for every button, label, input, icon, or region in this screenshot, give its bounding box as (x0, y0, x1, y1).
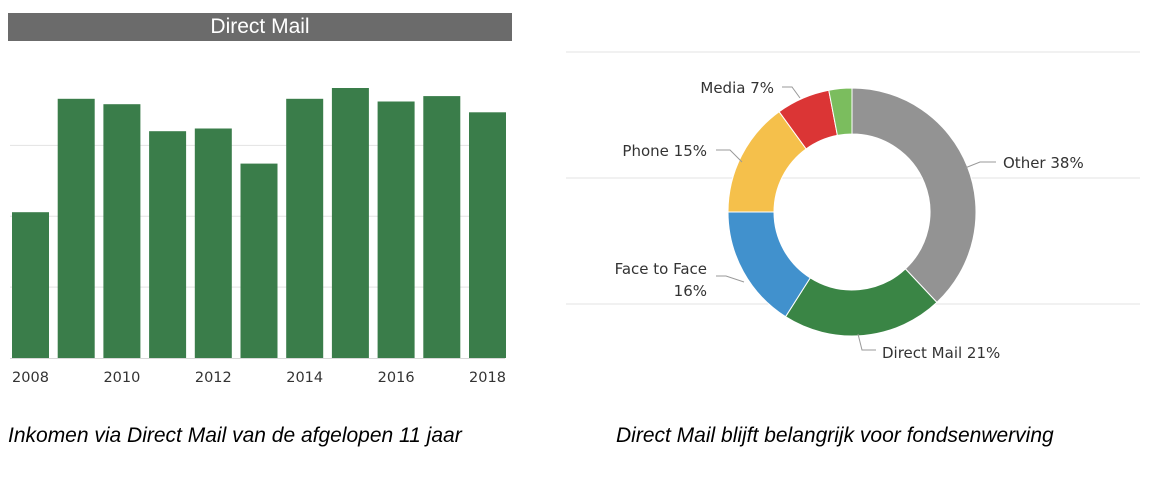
slice-label-face-to-face: Face to Face (615, 260, 707, 278)
x-tick-label: 2016 (378, 370, 415, 386)
x-tick-label: 2012 (195, 370, 232, 386)
bar-2011 (149, 131, 187, 358)
donut-chart-caption: Direct Mail blijft belangrijk voor fonds… (616, 424, 1054, 447)
bar-2013 (240, 163, 278, 358)
bar-chart-panel: 2008 2010 2012 2014 2016 2018 Direct Mail (0, 0, 520, 400)
leader-line-direct-mail (857, 333, 876, 351)
x-tick-label: 2010 (103, 370, 140, 386)
bar-2017 (423, 96, 461, 358)
slice-label-face-to-face-pct: 16% (674, 282, 707, 300)
bar-chart: 2008 2010 2012 2014 2016 2018 (10, 88, 506, 386)
bar-2009 (57, 98, 95, 359)
leader-line-phone (716, 149, 743, 163)
x-tick-label: 2018 (469, 370, 506, 386)
bar-2008 (12, 212, 49, 358)
x-tick-label: 2014 (286, 370, 323, 386)
bar-chart-caption: Inkomen via Direct Mail van de afgelopen… (8, 424, 462, 447)
bar-chart-title: Direct Mail (8, 13, 512, 41)
leader-line-face-to-face (716, 275, 745, 283)
donut-chart: Other 38% Direct Mail 21% Face to Face 16% P… (566, 51, 1140, 362)
bar-2012 (194, 128, 232, 358)
leader-line-media (782, 86, 801, 99)
bar-2010 (103, 104, 141, 358)
slice-label-direct-mail: Direct Mail 21% (882, 344, 1000, 362)
x-tick-label: 2008 (12, 370, 49, 386)
leader-line-other (964, 161, 996, 169)
donut-slice (828, 87, 853, 136)
bar-2016 (377, 101, 415, 358)
bar-2014 (286, 98, 324, 359)
slice-label-other: Other 38% (1003, 154, 1084, 172)
bar-2015 (331, 88, 369, 358)
donut-slice (851, 87, 977, 304)
slice-label-phone: Phone 15% (622, 142, 707, 160)
bar-2018 (469, 112, 506, 358)
slice-label-media: Media 7% (700, 79, 774, 97)
